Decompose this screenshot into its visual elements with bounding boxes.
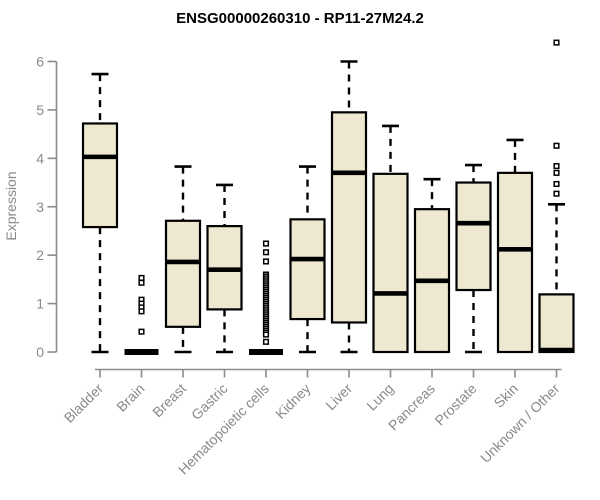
outlier-point (262, 258, 270, 265)
box-group-unknown-other (538, 39, 575, 354)
outlier-point (553, 142, 560, 149)
y-tick-label: 3 (36, 199, 44, 215)
box-rect (164, 219, 202, 328)
outlier-point (553, 163, 560, 170)
x-tick-label: Kidney (272, 380, 314, 422)
box-group-hematopoietic-cells (249, 240, 283, 355)
box-group-pancreas (413, 177, 451, 354)
outlier-point (553, 169, 560, 176)
outlier-point (553, 39, 560, 46)
outlier-point (138, 274, 145, 281)
x-tick-label: Bladder (61, 380, 107, 426)
x-tick-label: Lung (363, 380, 396, 413)
box-group-brain (124, 274, 159, 355)
outlier-point (262, 240, 270, 247)
outlier-point (138, 328, 145, 335)
box-group-liver (330, 60, 368, 354)
outlier-point (138, 279, 145, 286)
x-tick-label: Liver (322, 380, 355, 413)
y-axis-label: Expression (3, 171, 19, 240)
outlier-point (138, 308, 145, 315)
y-tick-label: 4 (36, 150, 44, 166)
box-rect (81, 122, 119, 229)
y-tick-label: 2 (36, 247, 44, 263)
box-rect (496, 171, 534, 354)
outlier-point (262, 331, 270, 338)
x-tick-label: Unknown / Other (477, 380, 563, 466)
box-group-gastric (206, 183, 243, 354)
y-tick-label: 5 (36, 102, 44, 118)
outlier-point (553, 190, 560, 197)
outlier-point (262, 338, 270, 345)
box-group-breast (164, 165, 202, 354)
box-group-kidney (289, 165, 326, 354)
collapsed-box (124, 349, 159, 355)
x-tick-label: Prostate (431, 380, 479, 428)
box-rect (289, 218, 326, 321)
x-tick-label: Breast (149, 380, 189, 420)
box-rect (538, 293, 575, 354)
collapsed-box (249, 349, 283, 355)
box-rect (455, 181, 492, 292)
box-group-bladder (81, 72, 119, 354)
y-tick-label: 1 (36, 296, 44, 312)
y-tick-label: 0 (36, 344, 44, 360)
outlier-point (262, 249, 270, 256)
x-tick-label: Skin (491, 380, 522, 411)
box-group-skin (496, 138, 534, 354)
chart-title: ENSG00000260310 - RP11-27M24.2 (176, 10, 424, 27)
outlier-point (553, 180, 560, 188)
y-tick-label: 6 (36, 54, 44, 70)
box-rect (330, 111, 368, 324)
box-rect (372, 172, 409, 354)
x-tick-label: Brain (113, 380, 147, 414)
box-group-lung (372, 124, 409, 354)
box-group-prostate (455, 163, 492, 354)
